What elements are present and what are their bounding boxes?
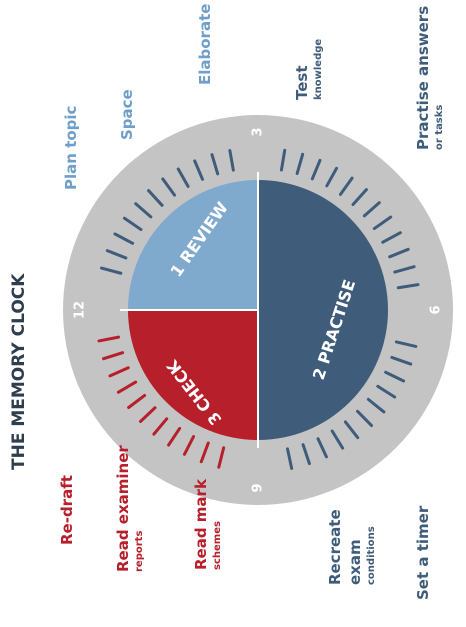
step-label: Plan topic (62, 106, 80, 190)
step-label: Read examiner (114, 445, 132, 572)
clock-number: 6 (429, 305, 444, 314)
clock-number: 9 (251, 483, 266, 492)
step-note: conditions (366, 526, 377, 585)
clock-number: 12 (73, 301, 88, 319)
step-label: Elaborate (196, 4, 214, 85)
step-note: or tasks (434, 105, 445, 150)
step-label: Re-draft (58, 475, 76, 545)
step-note: schemes (212, 521, 223, 570)
step-label: exam (346, 539, 364, 585)
step-note: reports (134, 531, 145, 572)
step-label: Space (118, 89, 136, 140)
step-label: Test (293, 65, 311, 100)
step-label: Read mark (192, 478, 210, 570)
step-label: Set a timer (414, 505, 432, 600)
step-label: Recreate (326, 509, 344, 585)
clock-number: 3 (251, 127, 266, 136)
memory-clock-infographic: THE MEMORY CLOCK 123691 REVIEW2 PRACTISE… (0, 0, 466, 627)
step-note: knowledge (313, 39, 324, 100)
step-label: Practise answers (414, 6, 432, 150)
title: THE MEMORY CLOCK (9, 273, 29, 470)
